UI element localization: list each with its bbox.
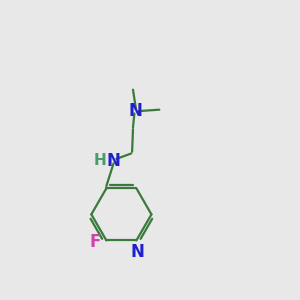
- Text: F: F: [90, 233, 101, 251]
- Text: N: N: [131, 243, 145, 261]
- Text: H: H: [94, 153, 106, 168]
- Text: N: N: [106, 152, 121, 169]
- Text: N: N: [129, 102, 143, 120]
